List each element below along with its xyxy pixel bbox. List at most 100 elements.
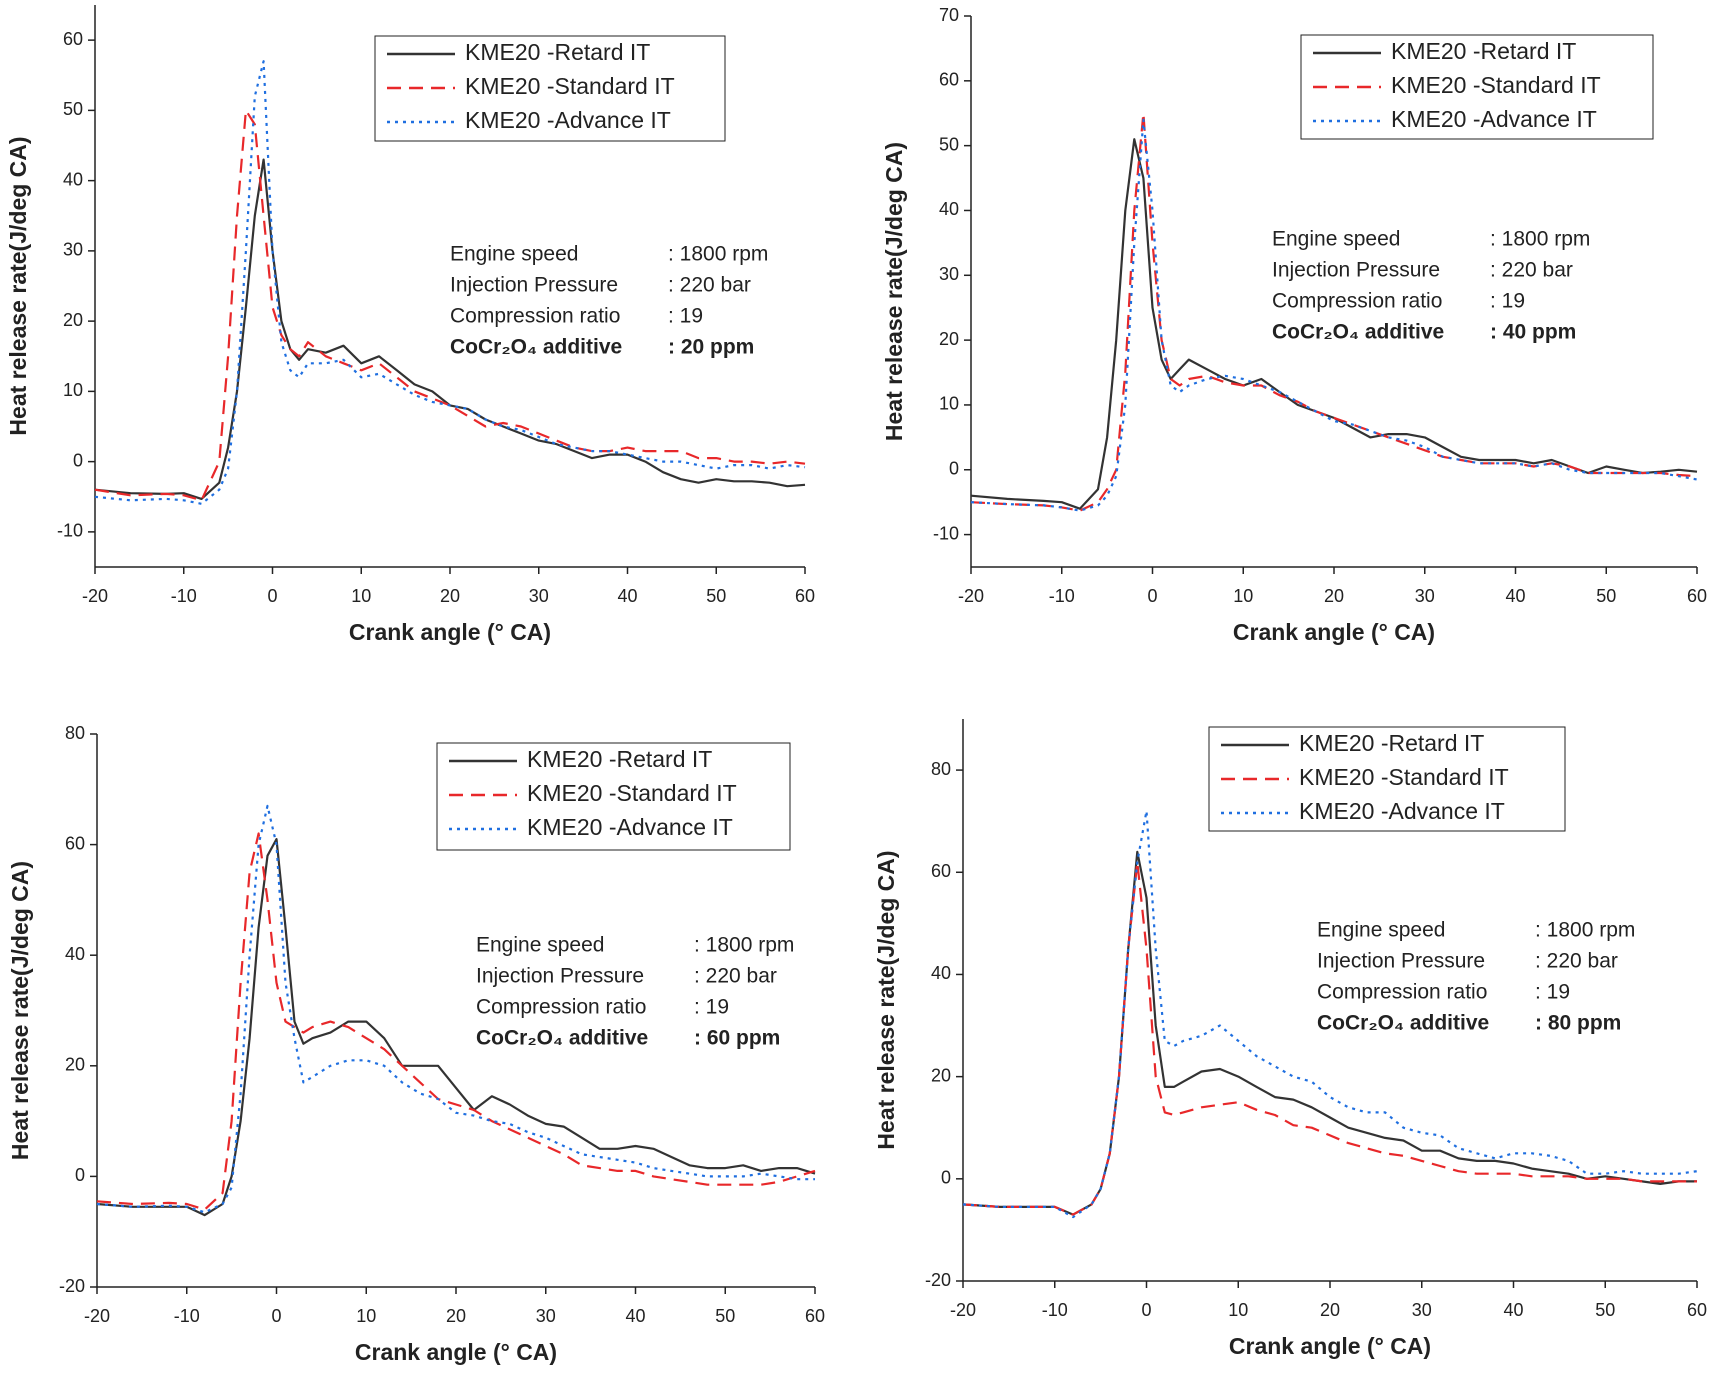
annotation-label: CoCr₂O₄ additive xyxy=(1272,321,1444,344)
series-line xyxy=(970,118,1698,512)
annotation-label: Injection Pressure xyxy=(1272,259,1440,282)
y-axis-title: Heat release rate(J/deg CA) xyxy=(7,861,33,1160)
annotation-value: : 19 xyxy=(694,996,729,1019)
y-tick-label: 80 xyxy=(931,759,951,779)
annotation-value: : 1800 rpm xyxy=(1535,919,1635,942)
annotation-value: : 1800 rpm xyxy=(1490,228,1590,251)
legend-label: KME20 -Advance IT xyxy=(1391,106,1597,132)
y-tick-label: 10 xyxy=(939,394,959,414)
legend-label: KME20 -Advance IT xyxy=(1299,798,1505,824)
y-tick-label: 40 xyxy=(65,944,85,964)
x-tick-label: 10 xyxy=(356,1306,376,1326)
x-tick-label: 0 xyxy=(1147,586,1157,606)
annotation-value: : 20 ppm xyxy=(668,336,754,359)
legend-label: KME20 -Retard IT xyxy=(527,746,712,772)
x-tick-label: -20 xyxy=(958,586,984,606)
x-tick-label: 30 xyxy=(1415,586,1435,606)
y-tick-label: 30 xyxy=(63,240,83,260)
annotation-label: Injection Pressure xyxy=(450,274,618,297)
annotation-label: Engine speed xyxy=(450,243,578,266)
y-tick-label: 20 xyxy=(939,329,959,349)
y-tick-label: 80 xyxy=(65,723,85,743)
y-tick-label: 40 xyxy=(931,963,951,983)
x-tick-label: 40 xyxy=(1503,1300,1523,1320)
annotation-label: CoCr₂O₄ additive xyxy=(1317,1012,1489,1035)
series-line xyxy=(94,158,806,500)
series-line xyxy=(970,112,1698,512)
annotation-value: : 19 xyxy=(668,305,703,328)
x-tick-label: 10 xyxy=(351,586,371,606)
y-tick-label: 0 xyxy=(75,1165,85,1185)
series-line xyxy=(96,804,815,1214)
y-axis-title: Heat release rate(J/deg CA) xyxy=(881,142,907,441)
y-tick-label: 10 xyxy=(63,380,83,400)
x-tick-label: 10 xyxy=(1233,586,1253,606)
y-tick-label: 0 xyxy=(73,450,83,470)
x-tick-label: 30 xyxy=(1412,1300,1432,1320)
legend-label: KME20 -Standard IT xyxy=(1299,764,1509,790)
x-tick-label: -20 xyxy=(82,586,108,606)
annotation-label: Injection Pressure xyxy=(476,965,644,988)
annotation-value: : 220 bar xyxy=(1490,259,1573,282)
annotation-value: : 19 xyxy=(1490,290,1525,313)
x-tick-label: 20 xyxy=(440,586,460,606)
y-tick-label: 60 xyxy=(65,833,85,853)
annotation-value: : 60 ppm xyxy=(694,1027,780,1050)
y-tick-label: 60 xyxy=(939,70,959,90)
x-axis-title: Crank angle (° CA) xyxy=(349,619,551,645)
x-tick-label: 40 xyxy=(625,1306,645,1326)
annotation-label: CoCr₂O₄ additive xyxy=(476,1027,648,1050)
y-tick-label: -10 xyxy=(933,523,959,543)
legend-label: KME20 -Retard IT xyxy=(1391,38,1576,64)
y-tick-label: 20 xyxy=(65,1055,85,1075)
x-tick-label: 10 xyxy=(1228,1300,1248,1320)
x-tick-label: 0 xyxy=(267,586,277,606)
x-tick-label: 60 xyxy=(795,586,815,606)
x-tick-label: 50 xyxy=(1595,1300,1615,1320)
x-tick-label: 0 xyxy=(271,1306,281,1326)
y-tick-label: 0 xyxy=(941,1168,951,1188)
x-tick-label: -20 xyxy=(84,1306,110,1326)
annotation-value: : 80 ppm xyxy=(1535,1012,1621,1035)
y-tick-label: 40 xyxy=(939,199,959,219)
annotation-value: : 40 ppm xyxy=(1490,321,1576,344)
annotation-label: Compression ratio xyxy=(450,305,620,328)
x-tick-label: 50 xyxy=(715,1306,735,1326)
x-tick-label: 30 xyxy=(536,1306,556,1326)
y-axis-title: Heat release rate(J/deg CA) xyxy=(873,850,899,1149)
legend-label: KME20 -Standard IT xyxy=(527,780,737,806)
x-axis-title: Crank angle (° CA) xyxy=(1233,619,1435,645)
y-tick-label: 70 xyxy=(939,5,959,25)
chart-panel: -10 0 10 20 30 40 50 60 70 -20 -10 0 10 20 30 40 50 60 Cra… xyxy=(881,5,1707,645)
annotation-label: Compression ratio xyxy=(1317,981,1487,1004)
annotation-label: Compression ratio xyxy=(1272,290,1442,313)
y-tick-label: 50 xyxy=(63,99,83,119)
series-line xyxy=(96,832,816,1211)
y-tick-label: -10 xyxy=(57,521,83,541)
x-tick-label: 40 xyxy=(1505,586,1525,606)
x-tick-label: 40 xyxy=(617,586,637,606)
x-tick-label: 60 xyxy=(805,1306,825,1326)
x-tick-label: 30 xyxy=(529,586,549,606)
annotation-label: Injection Pressure xyxy=(1317,950,1485,973)
legend-label: KME20 -Retard IT xyxy=(1299,730,1484,756)
series-line xyxy=(970,138,1698,510)
x-tick-label: 60 xyxy=(1687,586,1707,606)
series-line xyxy=(962,861,1697,1216)
x-tick-label: 20 xyxy=(1324,586,1344,606)
annotation-value: : 220 bar xyxy=(668,274,751,297)
x-tick-label: 0 xyxy=(1141,1300,1151,1320)
y-tick-label: 60 xyxy=(63,29,83,49)
x-tick-label: -10 xyxy=(1042,1300,1068,1320)
y-tick-label: 30 xyxy=(939,264,959,284)
chart-panel: -20 0 20 40 60 80 -20 -10 0 10 20 30 40 50 60 Crank ang… xyxy=(7,723,825,1365)
y-axis-title: Heat release rate(J/deg CA) xyxy=(5,136,31,435)
x-tick-label: -10 xyxy=(1049,586,1075,606)
y-tick-label: -20 xyxy=(59,1276,85,1296)
legend-label: KME20 -Standard IT xyxy=(465,73,675,99)
annotation-value: : 19 xyxy=(1535,981,1570,1004)
x-tick-label: -20 xyxy=(950,1300,976,1320)
x-tick-label: 20 xyxy=(446,1306,466,1326)
legend-label: KME20 -Advance IT xyxy=(465,107,671,133)
